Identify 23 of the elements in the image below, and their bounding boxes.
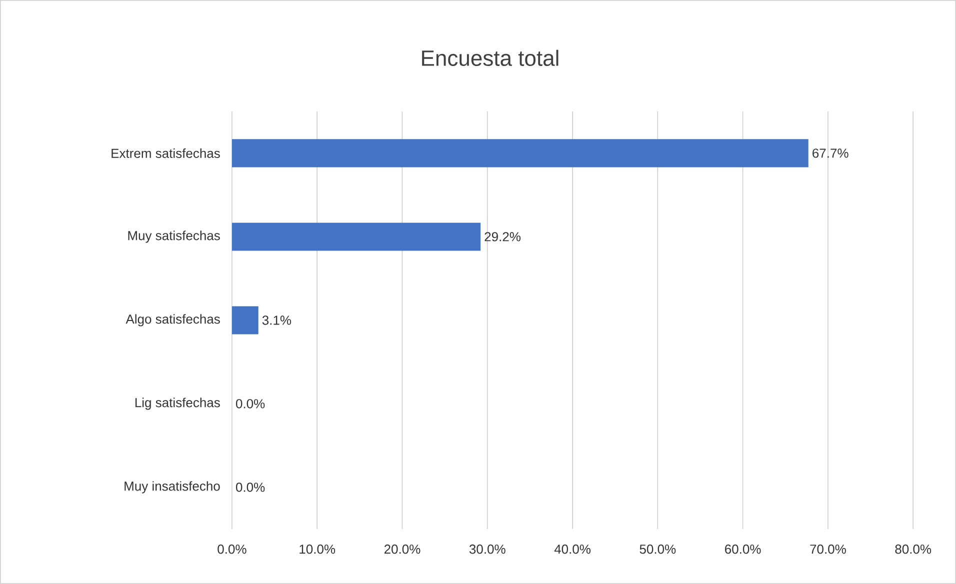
data-label: 67.7% — [812, 148, 848, 158]
bar — [232, 139, 808, 168]
x-tick-label: 30.0% — [469, 544, 506, 554]
y-tick-label: Muy satisfechas — [128, 230, 220, 243]
bar — [232, 306, 258, 334]
y-tick-label: Lig satisfechas — [135, 398, 220, 410]
y-tick-label: Extrem satisfechas — [112, 148, 220, 158]
data-label: 29.2% — [484, 232, 521, 242]
chart-title: Encuesta total — [422, 50, 558, 66]
data-label: 0.0% — [236, 482, 265, 492]
x-tick-label: 70.0% — [810, 544, 846, 554]
x-tick-label: 80.0% — [895, 544, 932, 554]
x-tick-label: 10.0% — [300, 544, 336, 554]
y-tick-label: Algo satisfechas — [126, 314, 220, 326]
x-tick-label: 40.0% — [554, 544, 590, 554]
x-tick-label: 20.0% — [384, 544, 420, 554]
bar — [232, 222, 481, 251]
x-tick-label: 0.0% — [218, 544, 246, 554]
y-tick-label: Muy insatisfecho — [124, 481, 220, 494]
data-label: 3.1% — [262, 316, 292, 325]
data-label: 0.0% — [236, 399, 265, 408]
x-tick-label: 60.0% — [725, 544, 761, 554]
x-tick-label: 50.0% — [640, 544, 676, 554]
